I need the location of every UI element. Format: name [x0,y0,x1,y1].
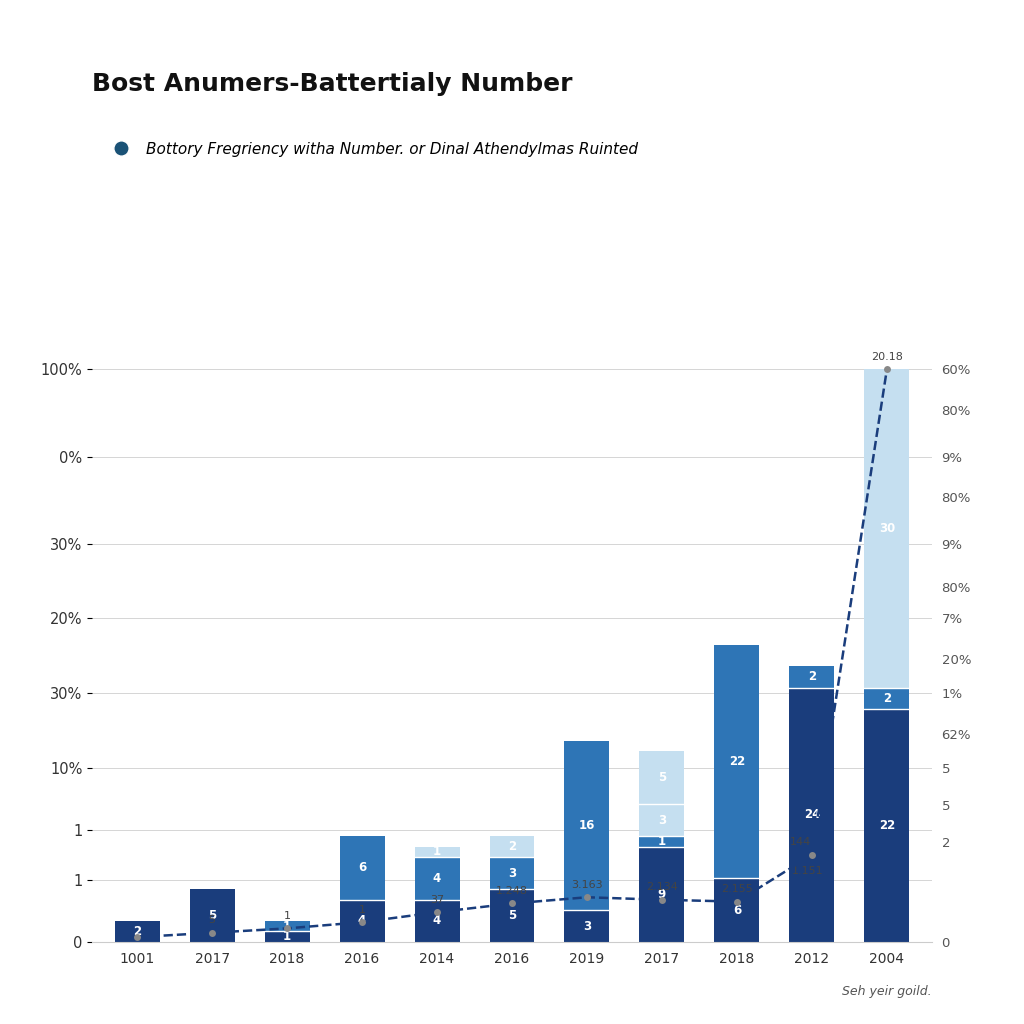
Text: 1: 1 [284,911,291,921]
Text: 2.155: 2.155 [721,884,753,894]
Bar [790,687,835,942]
Bar [340,900,385,942]
Bar [564,910,609,942]
Bar [489,857,535,889]
Text: 2: 2 [883,691,891,705]
Bar [264,932,309,942]
Text: 1: 1 [358,904,366,914]
Text: 1: 1 [283,930,291,943]
Bar [639,847,684,942]
Text: 2: 2 [133,925,141,938]
Text: 1: 1 [433,846,441,858]
Text: 2.134: 2.134 [646,883,678,892]
Bar [639,752,684,804]
Text: 6: 6 [358,861,367,874]
Text: 6: 6 [733,904,741,916]
Bar [264,921,309,932]
Text: 144: 144 [790,838,811,848]
Text: 22: 22 [879,819,895,831]
Bar [489,889,535,942]
Bar [115,921,160,942]
Text: 4: 4 [433,914,441,928]
Text: 2: 2 [508,840,516,853]
Text: 3: 3 [657,814,666,826]
Bar [415,857,460,900]
Text: 30: 30 [879,522,895,535]
Text: 3.163: 3.163 [571,880,603,890]
Bar [340,836,385,900]
Bar [864,687,909,709]
Text: Seh yeir goild.: Seh yeir goild. [842,985,932,998]
Legend: Bottory Fregriency witha Number. or Dinal Athendylmas Ruinted: Bottory Fregriency witha Number. or Dina… [99,135,644,163]
Bar [790,667,835,687]
Bar [864,709,909,942]
Text: 24: 24 [804,808,820,821]
Bar [489,836,535,857]
Text: 5: 5 [508,909,516,922]
Bar [415,900,460,942]
Text: 5: 5 [208,909,216,922]
Text: 3: 3 [583,920,591,933]
Text: 9: 9 [657,888,666,901]
Bar [715,879,760,942]
Bar [639,836,684,847]
Text: Bost Anumers-Battertialy Number: Bost Anumers-Battertialy Number [92,72,572,95]
Text: 4: 4 [358,914,367,928]
Text: 1: 1 [657,835,666,848]
Bar [715,645,760,879]
Bar [189,889,234,942]
Text: 4: 4 [433,872,441,885]
Text: 22: 22 [729,756,745,768]
Bar [415,847,460,857]
Text: 16: 16 [579,819,595,831]
Bar [864,370,909,687]
Text: 1: 1 [283,920,291,933]
Bar [564,740,609,910]
Text: 2: 2 [808,671,816,683]
Text: 3: 3 [508,866,516,880]
Text: 5: 5 [209,915,216,926]
Text: 5: 5 [657,771,666,784]
Text: 37: 37 [430,895,444,905]
Text: 1.151: 1.151 [793,866,824,877]
Bar [639,804,684,836]
Text: 1.248: 1.248 [496,886,528,896]
Text: 20.18: 20.18 [871,352,903,361]
